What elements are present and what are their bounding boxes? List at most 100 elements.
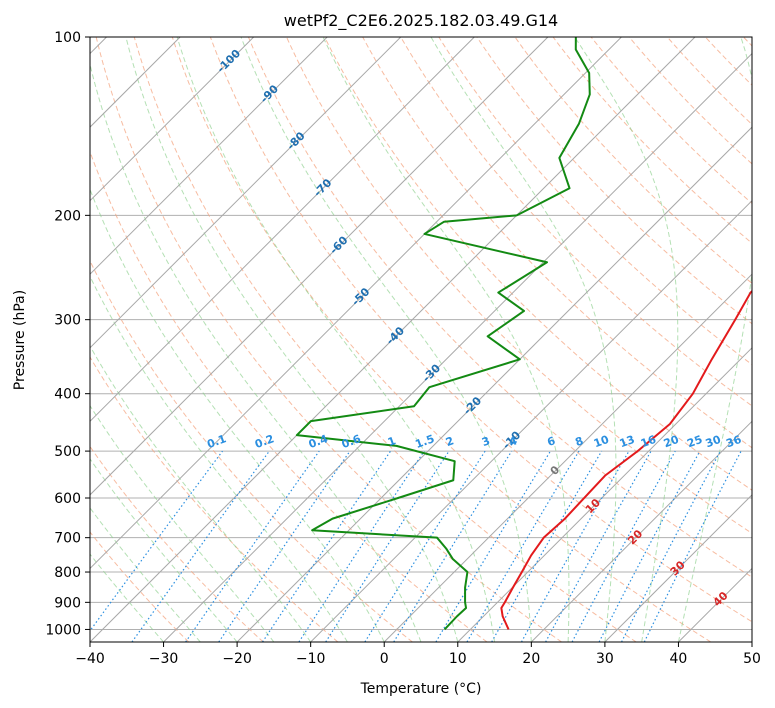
dry-adiabat-line [90,150,488,642]
isotherm-line [457,347,752,642]
mixing-ratio-line [185,450,320,642]
dry-adiabat-line [247,37,752,578]
dry-adiabat-line [514,37,752,284]
mixing-ratio-label: 20 [662,433,681,451]
moist-adiabat-line [677,37,752,642]
isotherm-line [90,37,402,349]
moist-adiabat-line [176,37,496,642]
mixing-ratio-line [571,450,676,642]
isotherm-line [530,420,752,642]
isotherm-line [90,37,696,642]
temperature-profile-line [500,289,752,630]
dry-adiabat-line [286,37,752,534]
y-tick-label: 100 [54,30,81,46]
x-tick-label: −10 [296,651,326,667]
mixing-ratio-label: 16 [639,433,658,451]
isotherm-line [310,199,752,642]
isotherm-line [236,126,752,642]
mixing-ratio-line [90,450,224,632]
mixing-ratio-line [435,450,552,642]
moist-adiabat-line [90,62,422,642]
dry-adiabat-line [400,37,752,407]
isotherm-line [90,37,475,423]
mixing-ratio-line [520,450,630,642]
mixing-ratio-line [131,450,270,642]
mixing-ratio-line [393,450,513,642]
x-tick-label: −20 [222,651,252,667]
mixing-ratio-label: 10 [592,433,611,451]
moist-adiabat-line [430,37,617,642]
dry-adiabat-line [209,37,752,623]
mixing-ratio-line [218,450,351,642]
moist-adiabat-line [240,37,532,642]
dry-adiabat-line [476,37,752,325]
x-tick-label: 20 [522,651,540,667]
y-tick-label: 900 [54,595,81,611]
dry-adiabat-line [171,37,712,642]
x-tick-label: 40 [670,651,688,667]
dry-adiabat-line [90,531,190,642]
isotherm-line [383,273,752,642]
background-lines [90,37,752,642]
moist-adiabat-line [125,37,459,642]
y-tick-label: 200 [54,208,81,224]
mixing-ratio-label: 4 [507,434,519,449]
x-tick-label: 30 [596,651,614,667]
dry-adiabat-line [324,37,752,491]
y-tick-label: 600 [54,491,81,507]
y-tick-label: 700 [54,531,81,547]
moist-adiabat-line [90,188,385,642]
mixing-ratio-label: 30 [704,433,723,451]
mixing-ratio-label: 2 [444,434,456,449]
mixing-ratio-label: 36 [724,433,743,451]
x-axis: −40 −30 −20 −10 0 10 20 30 40 50 [75,642,761,667]
mixing-ratio-label: 0.1 [205,432,228,451]
moist-adiabat-line [90,404,275,642]
mixing-ratio-label: 3 [480,434,492,449]
x-tick-label: 50 [743,651,761,667]
dewpoint-profile-line [295,37,591,631]
profile-lines [295,37,752,631]
mixing-ratio-label: 0.4 [307,432,330,451]
y-tick-label: 1000 [45,622,81,638]
chart-title: wetPf2_C2E6.2025.182.03.49.G14 [284,11,558,31]
mixing-ratio-label: 13 [618,433,637,450]
mixing-ratio-line [545,450,652,642]
moist-adiabat-line [574,37,679,642]
x-tick-label: 10 [449,651,467,667]
mixing-ratio-label: 6 [546,434,558,449]
isotherm-line [90,37,549,496]
mixing-ratio-line [325,450,450,642]
y-axis-label: Pressure (hPa) [12,290,28,390]
isotherm-line [163,52,752,642]
mixing-ratio-label: 25 [685,433,704,450]
y-tick-label: 300 [54,313,81,329]
mixing-ratio-line [466,450,580,642]
mixing-ratio-label: 0.6 [340,432,363,451]
mixing-ratio-line [364,450,486,642]
dry-adiabat-line [133,37,637,642]
dry-adiabat-line [90,259,413,642]
plot-frame [89,36,753,643]
isotherm-line [90,37,328,275]
isotherm-line [604,494,752,642]
x-axis-label: Temperature (°C) [360,681,482,697]
isotherm-line [90,37,622,570]
x-tick-label: −40 [75,651,105,667]
mixing-ratio-label: 1.5 [413,432,436,451]
moist-adiabat-line [322,37,570,642]
dry-adiabat-line [590,37,752,205]
isotherm-line [90,37,255,202]
x-tick-label: 0 [380,651,389,667]
y-tick-label: 800 [54,565,81,581]
x-tick-label: −30 [149,651,179,667]
mixing-ratio-line [491,450,603,642]
moist-adiabat-line [90,458,238,642]
y-tick-label: 400 [54,387,81,403]
y-axis: 1000 900 800 700 600 500 400 300 200 100 [45,30,90,638]
moist-adiabat-line [90,275,348,642]
mixing-ratio-label: 8 [573,434,585,449]
dry-adiabat-line [95,37,562,642]
